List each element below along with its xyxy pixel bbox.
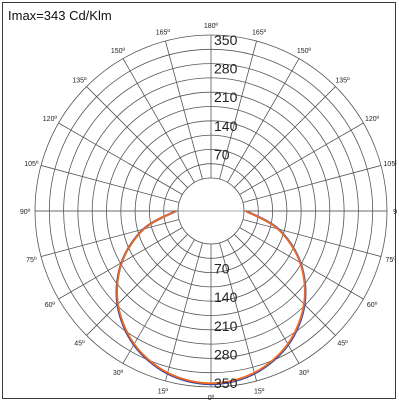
polar-spoke	[165, 40, 203, 180]
radial-tick-label-lower: 350	[214, 375, 238, 391]
angle-label-right: 75º	[385, 257, 396, 264]
angle-label-left: 180º	[204, 23, 219, 30]
polar-spoke	[227, 58, 300, 183]
radial-tick-label-lower: 140	[214, 289, 238, 305]
polar-spoke	[219, 40, 257, 180]
angle-label-right: 150º	[297, 48, 312, 55]
angle-label-left: 165º	[156, 29, 171, 36]
angle-label-right: 165º	[252, 29, 267, 36]
polar-spoke	[219, 242, 257, 382]
polar-spoke	[242, 165, 382, 203]
polar-curves	[115, 210, 307, 386]
polar-spoke	[234, 86, 336, 188]
angle-label-left: 0º	[208, 395, 215, 400]
angle-label-left: 45º	[74, 341, 85, 348]
angle-label-left: 30º	[113, 370, 124, 377]
angle-label-left: 15º	[158, 389, 169, 396]
polar-chart: 70 70 140 140 210 210 280 280 350 350 0º 15º 30º 45º 6…	[20, 23, 397, 400]
angle-label-left: 75º	[26, 257, 37, 264]
polar-spoke	[40, 165, 180, 203]
angle-label-right: 105º	[384, 161, 397, 168]
angle-label-left: 90º	[20, 209, 31, 216]
polar-spoke	[86, 86, 188, 188]
angle-label-right: 135º	[335, 77, 350, 84]
polar-spoke	[122, 58, 195, 183]
radial-tick-label-lower: 280	[214, 346, 238, 362]
polar-spoke	[234, 234, 336, 336]
polar-spoke	[242, 219, 382, 257]
angle-label-left: 120º	[43, 116, 58, 123]
polar-spoke	[239, 122, 364, 195]
radial-tick-label-upper: 70	[214, 146, 230, 162]
polar-spoke	[58, 122, 183, 195]
angle-label-right: 90	[393, 209, 397, 216]
angle-label-right: 45º	[337, 341, 348, 348]
polar-grid	[34, 34, 388, 388]
radial-tick-label-lower: 70	[214, 261, 230, 277]
radial-tick-label-upper: 140	[214, 118, 238, 134]
radial-tick-label-lower: 210	[214, 318, 238, 334]
angle-label-right: 15º	[254, 389, 265, 396]
polar-spoke	[86, 234, 188, 336]
polar-labels: 70 70 140 140 210 210 280 280 350 350 0º 15º 30º 45º 6…	[20, 23, 397, 400]
angle-label-right: 30º	[299, 370, 310, 377]
angle-label-left: 60º	[45, 302, 56, 309]
radial-tick-label-upper: 280	[214, 61, 238, 77]
radial-tick-label-upper: 210	[214, 89, 238, 105]
polar-series-1	[116, 210, 306, 385]
angle-label-left: 150º	[111, 48, 126, 55]
polar-spoke	[165, 242, 203, 382]
polar-spoke	[227, 239, 300, 364]
radial-tick-label-upper: 350	[214, 32, 238, 48]
angle-label-left: 105º	[24, 161, 39, 168]
polar-spoke	[122, 239, 195, 364]
angle-label-right: 60º	[367, 302, 378, 309]
angle-label-right: 120º	[365, 116, 380, 123]
angle-label-left: 135º	[72, 77, 87, 84]
polar-spoke	[40, 219, 180, 257]
imax-title: Imax=343 Cd/Klm	[8, 8, 112, 23]
